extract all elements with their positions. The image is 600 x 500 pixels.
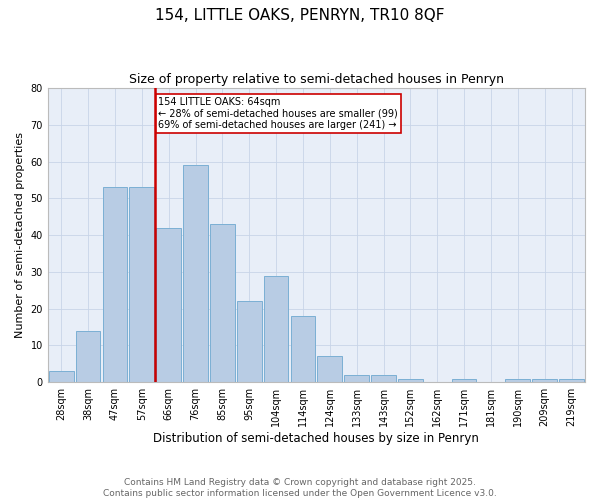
Bar [398,378,423,382]
Bar [130,188,154,382]
Bar [103,188,127,382]
Bar [264,276,289,382]
Bar [532,378,557,382]
Bar [317,356,342,382]
Bar [452,378,476,382]
Y-axis label: Number of semi-detached properties: Number of semi-detached properties [15,132,25,338]
Bar [371,375,396,382]
Bar [344,375,369,382]
Bar [290,316,316,382]
Bar [76,330,100,382]
Text: 154 LITTLE OAKS: 64sqm
← 28% of semi-detached houses are smaller (99)
69% of sem: 154 LITTLE OAKS: 64sqm ← 28% of semi-det… [158,97,398,130]
Text: 154, LITTLE OAKS, PENRYN, TR10 8QF: 154, LITTLE OAKS, PENRYN, TR10 8QF [155,8,445,22]
Text: Contains HM Land Registry data © Crown copyright and database right 2025.
Contai: Contains HM Land Registry data © Crown c… [103,478,497,498]
Bar [505,378,530,382]
Bar [183,166,208,382]
Bar [49,371,74,382]
Bar [157,228,181,382]
Bar [559,378,584,382]
X-axis label: Distribution of semi-detached houses by size in Penryn: Distribution of semi-detached houses by … [154,432,479,445]
Bar [237,302,262,382]
Title: Size of property relative to semi-detached houses in Penryn: Size of property relative to semi-detach… [129,72,504,86]
Bar [210,224,235,382]
